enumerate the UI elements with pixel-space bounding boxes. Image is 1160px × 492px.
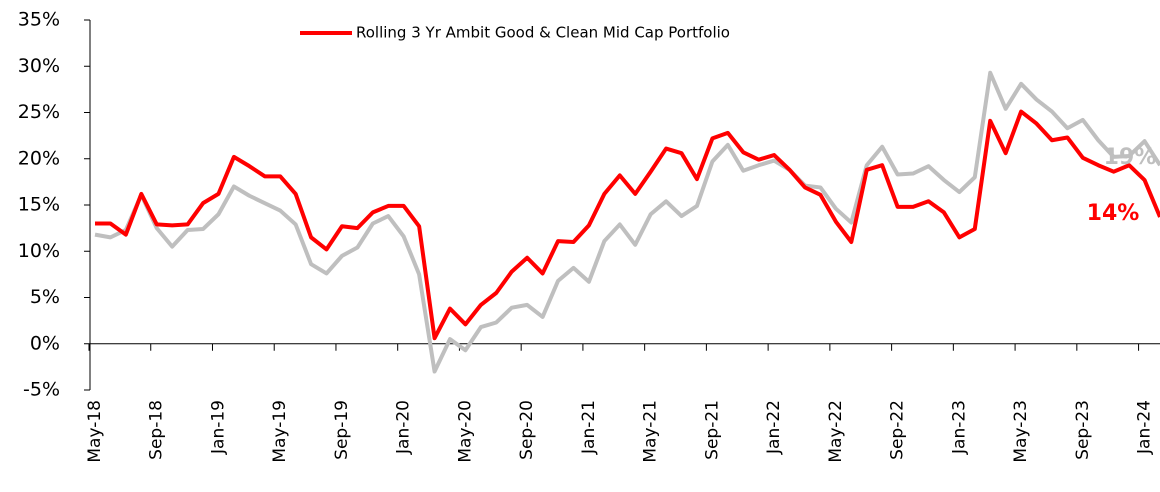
x-tick-label: May-23 bbox=[1011, 400, 1031, 463]
y-tick-label: 30% bbox=[18, 55, 60, 77]
x-tick-label: May-20 bbox=[455, 400, 475, 463]
legend-label: Rolling 3 Yr Ambit Good & Clean Mid Cap … bbox=[356, 24, 730, 42]
y-tick-label: 10% bbox=[18, 240, 60, 262]
x-tick-label: Sep-23 bbox=[1073, 400, 1093, 460]
y-tick-label: 15% bbox=[18, 194, 60, 216]
x-tick-label: May-21 bbox=[641, 400, 661, 463]
series-line bbox=[94, 70, 1160, 374]
x-tick-label: Sep-18 bbox=[147, 400, 167, 460]
y-tick-label: 20% bbox=[18, 147, 60, 169]
x-tick-label: Jan-24 bbox=[1135, 400, 1155, 455]
y-tick-label: 25% bbox=[18, 101, 60, 123]
x-tick-label: May-22 bbox=[826, 400, 846, 463]
x-tick-label: Jan-21 bbox=[579, 400, 599, 455]
y-tick-label: 5% bbox=[30, 286, 60, 308]
x-tick-label: May-19 bbox=[270, 400, 290, 463]
x-tick-label: Sep-20 bbox=[517, 400, 537, 460]
x-tick-label: Jan-22 bbox=[764, 400, 784, 455]
y-tick-label: -5% bbox=[23, 379, 60, 401]
annotation: 14% bbox=[1087, 201, 1140, 226]
x-tick-label: Sep-19 bbox=[332, 400, 352, 460]
x-tick-label: May-18 bbox=[85, 400, 105, 463]
x-tick-label: Jan-23 bbox=[949, 400, 969, 455]
x-tick-label: Sep-22 bbox=[888, 400, 908, 460]
y-tick-label: 35% bbox=[18, 9, 60, 31]
series-line bbox=[95, 109, 1160, 341]
x-tick-label: Jan-20 bbox=[394, 400, 414, 455]
x-tick-label: Jan-19 bbox=[208, 400, 228, 455]
annotation: 19% bbox=[1104, 145, 1157, 170]
y-tick-label: 0% bbox=[30, 332, 60, 354]
x-tick-label: Sep-21 bbox=[702, 400, 722, 460]
